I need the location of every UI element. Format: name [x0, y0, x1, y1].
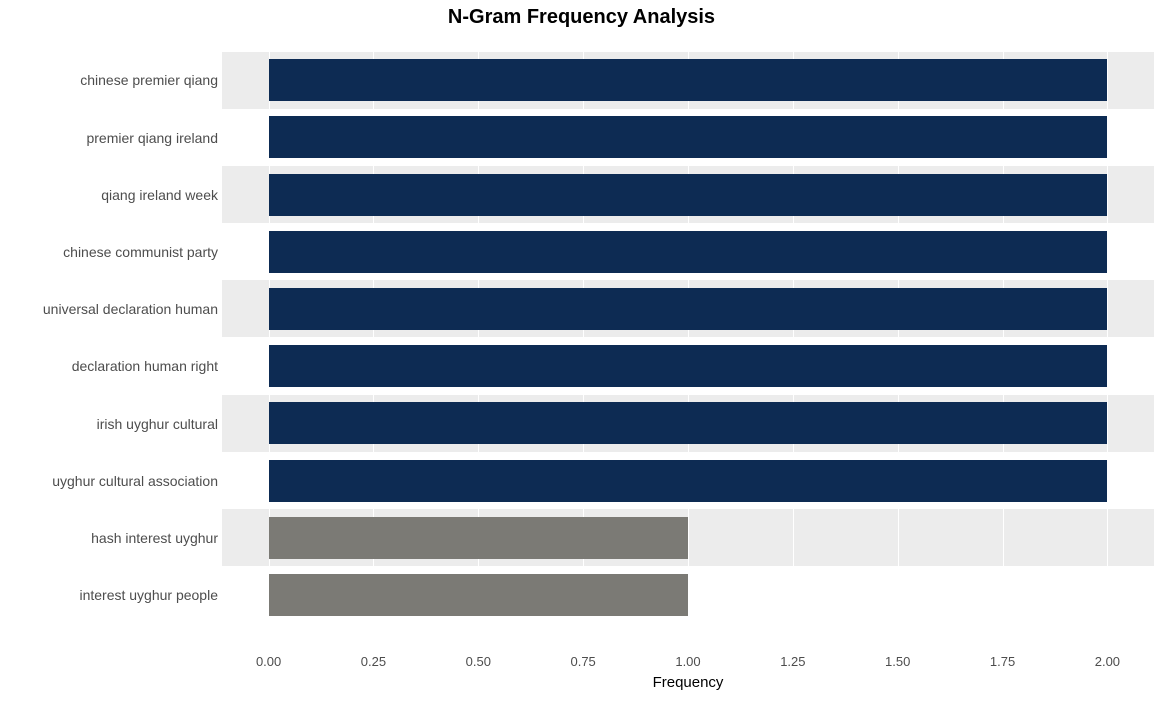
y-tick-label: chinese communist party [63, 244, 218, 260]
bar [269, 174, 1108, 216]
x-axis-title: Frequency [653, 674, 724, 691]
y-tick-label: premier qiang ireland [86, 130, 218, 146]
x-gridline [1107, 37, 1108, 638]
y-tick-label: universal declaration human [43, 301, 218, 317]
x-tick-label: 0.25 [361, 654, 386, 669]
y-tick-label: interest uyghur people [79, 587, 218, 603]
x-tick-label: 2.00 [1095, 654, 1120, 669]
bar [269, 517, 688, 559]
x-tick-label: 1.00 [675, 654, 700, 669]
plot-area [222, 37, 1154, 638]
x-tick-label: 1.25 [780, 654, 805, 669]
ngram-frequency-chart: N-Gram Frequency Analysis Frequency chin… [0, 0, 1163, 701]
chart-title: N-Gram Frequency Analysis [0, 6, 1163, 29]
bar [269, 402, 1108, 444]
y-tick-label: qiang ireland week [101, 187, 218, 203]
bar [269, 288, 1108, 330]
bar [269, 231, 1108, 273]
x-tick-label: 1.50 [885, 654, 910, 669]
y-tick-label: uyghur cultural association [52, 473, 218, 489]
x-tick-label: 0.75 [570, 654, 595, 669]
x-tick-label: 1.75 [990, 654, 1015, 669]
bar [269, 574, 688, 616]
bar [269, 59, 1108, 101]
bar [269, 460, 1108, 502]
bar [269, 345, 1108, 387]
y-tick-label: declaration human right [72, 358, 218, 374]
y-tick-label: hash interest uyghur [91, 530, 218, 546]
y-tick-label: chinese premier qiang [80, 72, 218, 88]
y-tick-label: irish uyghur cultural [97, 416, 218, 432]
bar [269, 116, 1108, 158]
x-tick-label: 0.50 [466, 654, 491, 669]
x-tick-label: 0.00 [256, 654, 281, 669]
